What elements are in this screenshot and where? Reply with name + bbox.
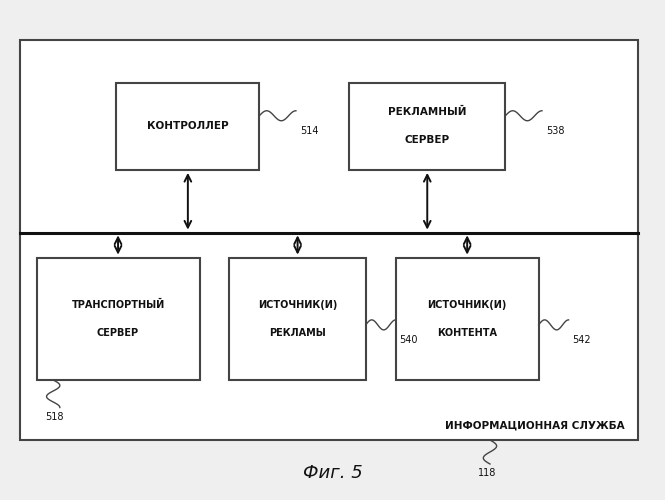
Bar [349,82,505,170]
Bar [116,82,259,170]
Bar [229,258,366,380]
Text: РЕКЛАМЫ: РЕКЛАМЫ [269,328,326,338]
Text: СЕРВЕР: СЕРВЕР [405,135,450,145]
Text: 518: 518 [45,412,64,422]
Bar [396,258,539,380]
Text: 118: 118 [477,468,496,478]
Text: ИСТОЧНИК(И): ИСТОЧНИК(И) [428,300,507,310]
Bar [20,40,638,440]
Text: 542: 542 [572,335,591,345]
Text: ТРАНСПОРТНЫЙ: ТРАНСПОРТНЫЙ [71,300,165,310]
Text: СЕРВЕР: СЕРВЕР [97,328,139,338]
Text: РЕКЛАМНЫЙ: РЕКЛАМНЫЙ [388,107,467,118]
Text: Фиг. 5: Фиг. 5 [303,464,362,481]
Text: 540: 540 [399,335,418,345]
Text: 538: 538 [546,126,565,136]
Text: ИСТОЧНИК(И): ИСТОЧНИК(И) [258,300,337,310]
Text: 514: 514 [300,126,319,136]
Bar [37,258,200,380]
Text: ИНФОРМАЦИОННАЯ СЛУЖБА: ИНФОРМАЦИОННАЯ СЛУЖБА [446,421,625,431]
Text: КОНТРОЛЛЕР: КОНТРОЛЛЕР [147,121,229,131]
Text: КОНТЕНТА: КОНТЕНТА [437,328,497,338]
